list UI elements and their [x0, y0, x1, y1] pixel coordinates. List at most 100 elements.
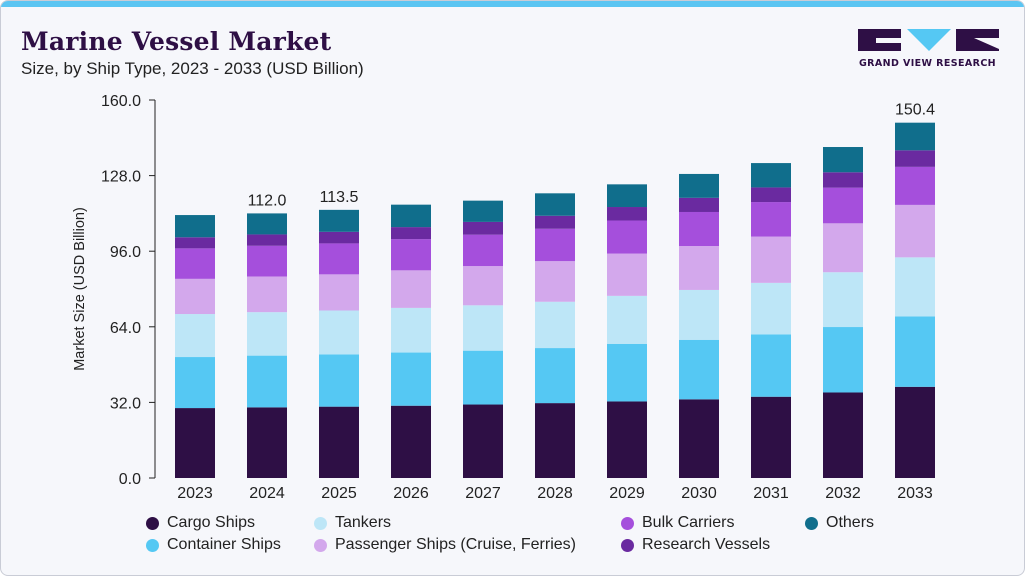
bar-segment-others-2032	[823, 147, 863, 173]
bar-segment-container-2028	[535, 348, 575, 404]
bar-segment-cargo-2027	[463, 404, 503, 478]
accent-bar	[1, 1, 1024, 7]
bar-segment-container-2030	[679, 339, 719, 400]
bar-segment-research-2024	[247, 234, 287, 246]
bar-segment-tankers-2033	[895, 257, 935, 317]
bar-segment-others-2023	[175, 215, 215, 238]
y-tick-label: 64.0	[110, 320, 141, 337]
total-data-label: 150.4	[895, 102, 935, 119]
bar-segment-passenger-2028	[535, 261, 575, 302]
bar-segment-research-2023	[175, 237, 215, 249]
bar-segment-bulk-2023	[175, 248, 215, 279]
bar-segment-others-2028	[535, 193, 575, 216]
bar-segment-bulk-2031	[751, 202, 791, 237]
bar-segment-cargo-2023	[175, 408, 215, 478]
bar-segment-cargo-2029	[607, 401, 647, 478]
bar-segment-tankers-2031	[751, 282, 791, 335]
bar-segment-research-2029	[607, 207, 647, 221]
x-tick-label: 2031	[753, 485, 789, 502]
x-tick-label: 2028	[537, 485, 573, 502]
chart-title: Marine Vessel Market	[21, 27, 332, 56]
bar-segment-cargo-2024	[247, 407, 287, 478]
bar-segment-research-2028	[535, 215, 575, 229]
bar-segment-cargo-2028	[535, 403, 575, 478]
bar-segment-tankers-2028	[535, 301, 575, 349]
bar-segment-tankers-2025	[319, 310, 359, 355]
bar-segment-passenger-2033	[895, 204, 935, 258]
bar-segment-others-2027	[463, 200, 503, 222]
bar-segment-cargo-2033	[895, 386, 935, 478]
x-tick-label: 2030	[681, 485, 717, 502]
bar-segment-container-2026	[391, 352, 431, 406]
bar-segment-research-2030	[679, 197, 719, 212]
bar-segment-passenger-2026	[391, 270, 431, 308]
bar-segment-bulk-2030	[679, 211, 719, 247]
y-axis-title: Market Size (USD Billion)	[72, 207, 88, 371]
bar-segment-research-2025	[319, 231, 359, 244]
bar-segment-tankers-2030	[679, 289, 719, 340]
bar-segment-others-2026	[391, 204, 431, 228]
bar-segment-tankers-2026	[391, 307, 431, 353]
bar-segment-container-2032	[823, 327, 863, 393]
x-tick-label: 2024	[249, 485, 285, 502]
bar-segment-cargo-2031	[751, 396, 791, 478]
bar-segment-bulk-2026	[391, 239, 431, 271]
bar-segment-cargo-2025	[319, 406, 359, 478]
y-tick-label: 96.0	[110, 244, 141, 261]
bar-segment-passenger-2032	[823, 223, 863, 273]
bar-segment-container-2033	[895, 316, 935, 387]
bar-segment-research-2031	[751, 187, 791, 203]
bar-segment-tankers-2023	[175, 314, 215, 358]
x-tick-label: 2026	[393, 485, 429, 502]
bar-segment-passenger-2030	[679, 246, 719, 290]
logo-wordmark: GRAND VIEW RESEARCH	[858, 58, 997, 69]
bar-segment-tankers-2027	[463, 305, 503, 351]
bar-segment-container-2024	[247, 355, 287, 408]
logo-block-r-cut	[974, 38, 999, 49]
x-tick-label: 2025	[321, 485, 357, 502]
bar-segment-bulk-2024	[247, 245, 287, 277]
y-tick-label: 0.0	[119, 471, 141, 488]
bar-segment-container-2029	[607, 343, 647, 402]
total-data-label: 113.5	[320, 189, 359, 206]
bar-segment-research-2033	[895, 150, 935, 167]
bar-segment-tankers-2029	[607, 295, 647, 344]
bar-segment-bulk-2029	[607, 220, 647, 254]
x-tick-label: 2029	[609, 485, 645, 502]
bar-segment-bulk-2027	[463, 234, 503, 267]
bar-segment-research-2027	[463, 221, 503, 235]
bar-segment-others-2029	[607, 184, 647, 208]
y-tick-label: 160.0	[101, 93, 141, 110]
bar-segment-bulk-2033	[895, 166, 935, 205]
bar-segment-others-2031	[751, 163, 791, 188]
bar-segment-container-2023	[175, 357, 215, 409]
bar-segment-research-2026	[391, 227, 431, 240]
bar-segment-passenger-2024	[247, 276, 287, 313]
logo-block-r	[956, 29, 999, 51]
bar-segment-bulk-2025	[319, 243, 359, 275]
grand-view-research-logo	[858, 29, 999, 51]
x-tick-label: 2023	[177, 485, 213, 502]
bar-segment-container-2027	[463, 350, 503, 405]
bar-segment-tankers-2024	[247, 312, 287, 356]
bar-segment-tankers-2032	[823, 272, 863, 328]
bar-segment-passenger-2023	[175, 278, 215, 315]
bar-segment-passenger-2025	[319, 274, 359, 311]
y-tick-label: 128.0	[101, 169, 141, 186]
bar-segment-passenger-2029	[607, 253, 647, 296]
bar-segment-cargo-2030	[679, 399, 719, 478]
bar-segment-bulk-2028	[535, 228, 575, 262]
x-tick-label: 2033	[897, 485, 933, 502]
bar-segment-research-2032	[823, 172, 863, 188]
bar-segment-cargo-2026	[391, 405, 431, 478]
logo-block-g-notch	[876, 38, 901, 43]
chart-subtitle: Size, by Ship Type, 2023 - 2033 (USD Bil…	[21, 59, 364, 78]
logo-block-v	[907, 29, 951, 51]
total-data-label: 112.0	[248, 192, 287, 209]
bar-segment-container-2025	[319, 354, 359, 407]
bar-segment-bulk-2032	[823, 187, 863, 224]
bar-segment-others-2024	[247, 213, 287, 235]
bar-segment-cargo-2032	[823, 392, 863, 478]
bar-segment-container-2031	[751, 334, 791, 397]
